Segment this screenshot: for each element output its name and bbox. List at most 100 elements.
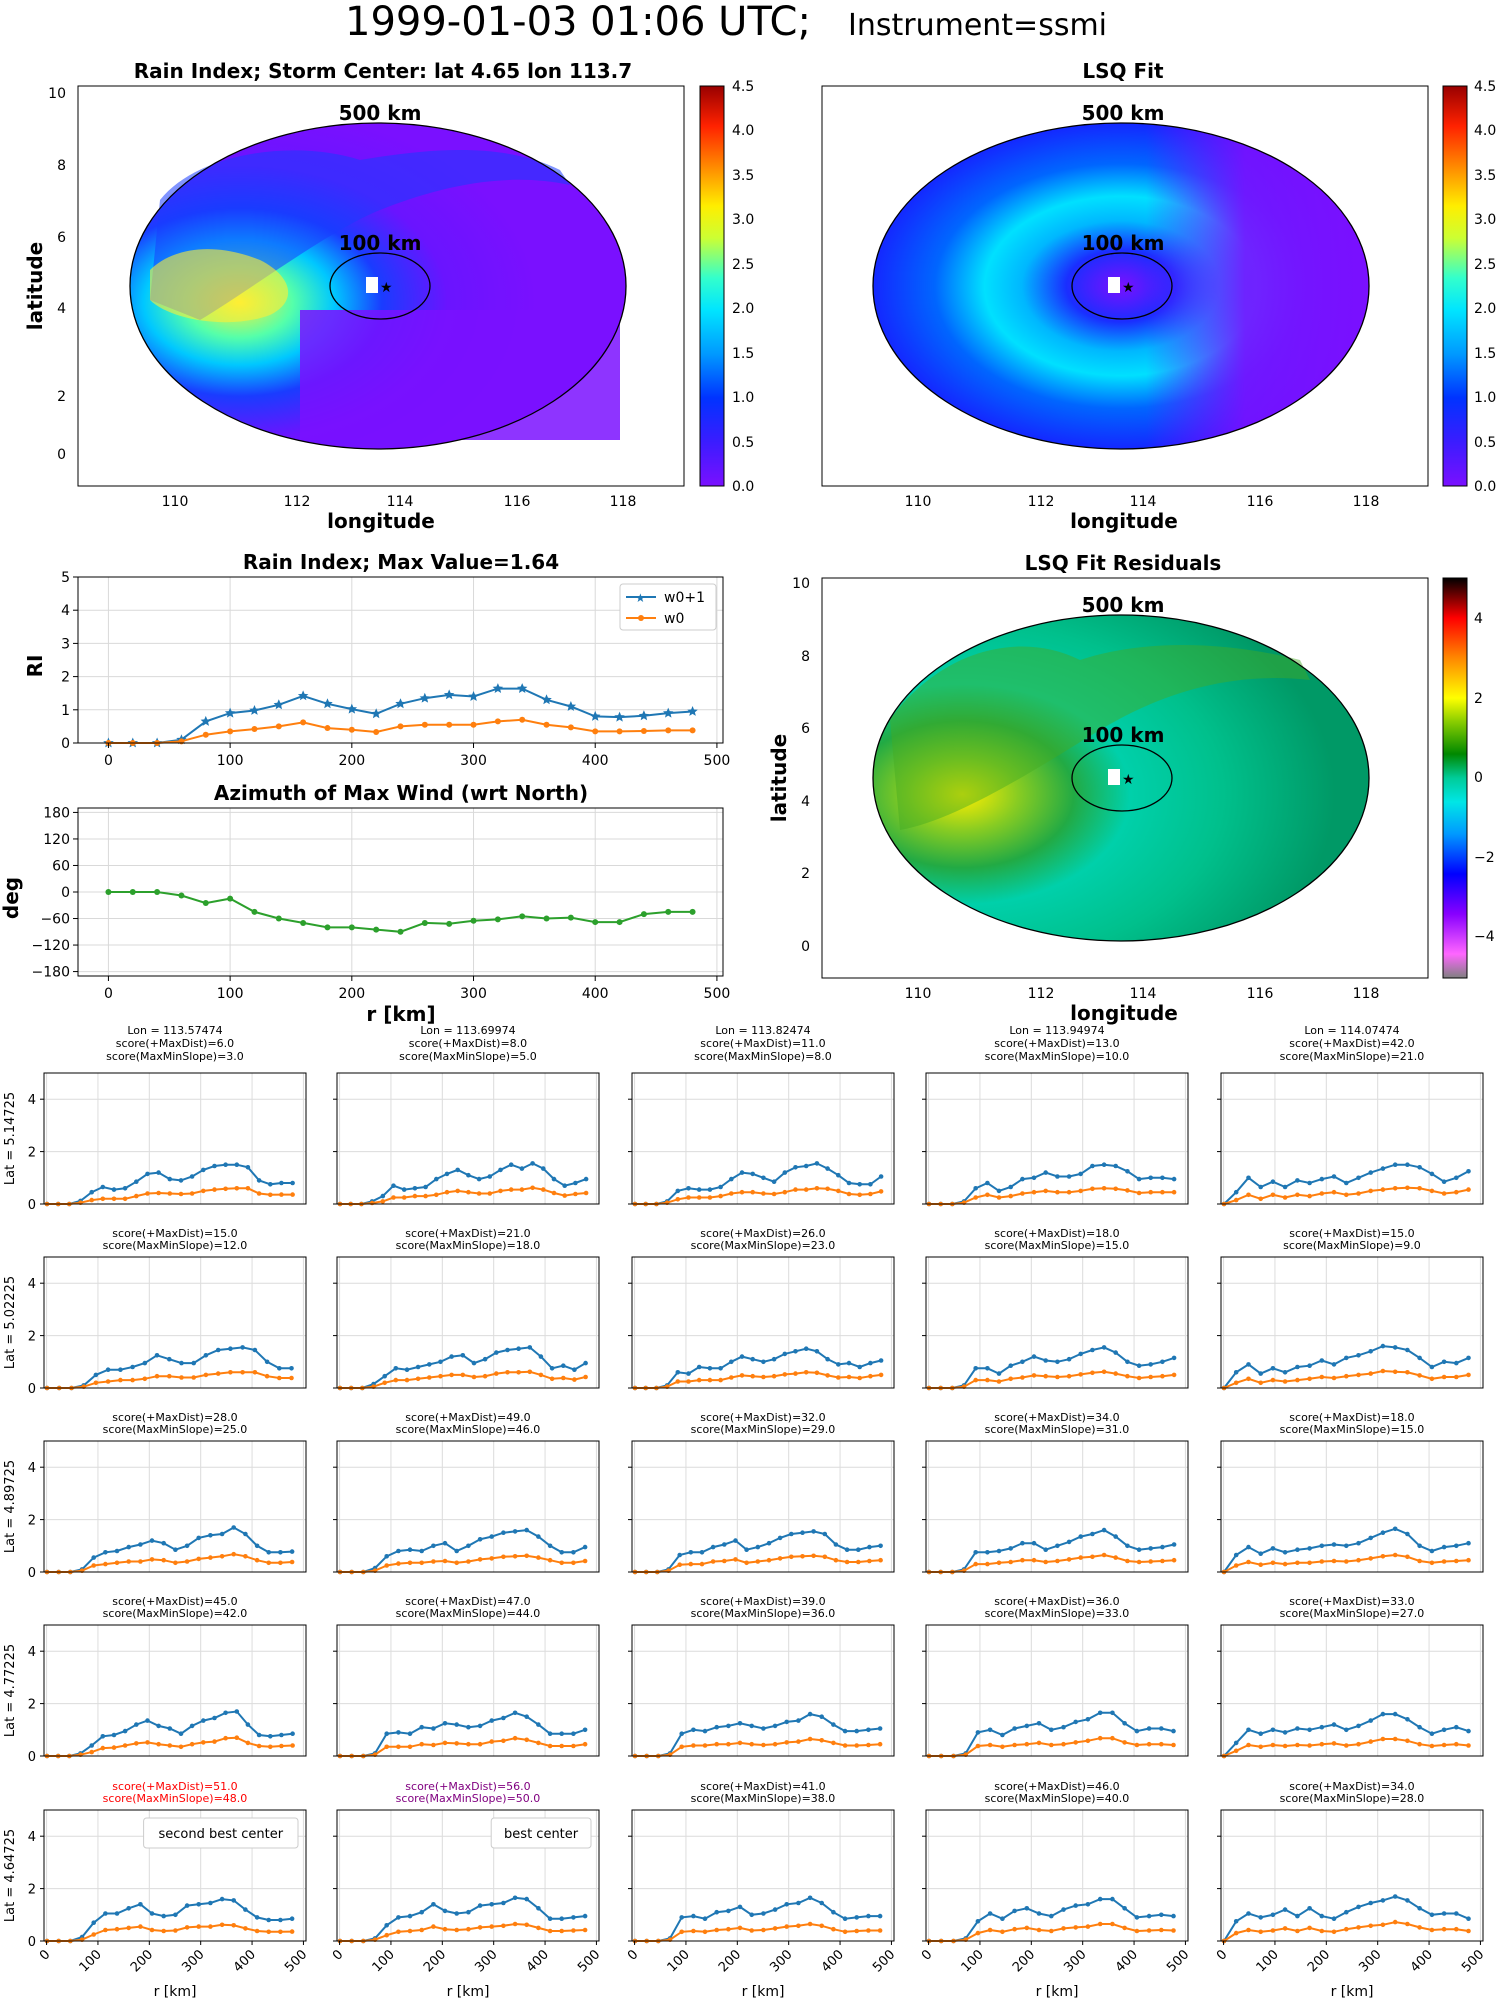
x-tick-label: 500 bbox=[1459, 1947, 1487, 1975]
data-point bbox=[434, 1176, 439, 1182]
data-point bbox=[1171, 1557, 1177, 1563]
data-point bbox=[796, 1718, 801, 1723]
data-point bbox=[208, 1924, 213, 1929]
data-point-star bbox=[614, 711, 625, 722]
data-point bbox=[1270, 1912, 1276, 1918]
data-point bbox=[707, 1187, 713, 1192]
data-point bbox=[407, 1928, 413, 1934]
az-grid bbox=[78, 808, 723, 976]
data-point bbox=[710, 1559, 716, 1564]
data-point bbox=[396, 1929, 401, 1935]
data-point bbox=[149, 1557, 155, 1562]
data-point bbox=[1171, 1189, 1177, 1195]
data-point bbox=[679, 1744, 684, 1750]
data-point bbox=[1441, 1179, 1447, 1184]
data-point bbox=[1368, 1739, 1373, 1744]
data-point bbox=[1160, 1189, 1165, 1195]
x-tick-label: 300 bbox=[767, 1947, 795, 1975]
data-point bbox=[1122, 1721, 1127, 1726]
figure-title-instrument: Instrument=ssmi bbox=[848, 8, 1107, 43]
data-point bbox=[846, 1374, 852, 1380]
data-point bbox=[494, 1350, 499, 1355]
data-point bbox=[527, 1369, 533, 1375]
data-point bbox=[179, 1360, 184, 1366]
data-point bbox=[129, 889, 136, 895]
data-point bbox=[178, 1744, 184, 1750]
data-point bbox=[154, 1353, 160, 1358]
data-point bbox=[1331, 1362, 1337, 1367]
data-point bbox=[156, 1723, 161, 1729]
data-point bbox=[710, 1544, 716, 1550]
data-point bbox=[819, 1738, 824, 1743]
data-point bbox=[189, 1174, 195, 1179]
lsq-outer-ring-label: 500 km bbox=[1082, 101, 1165, 125]
data-point bbox=[1270, 1560, 1276, 1566]
data-point bbox=[1136, 1176, 1142, 1182]
data-point bbox=[1000, 1744, 1005, 1750]
data-point bbox=[138, 1542, 143, 1547]
data-point bbox=[1101, 1552, 1107, 1558]
data-point bbox=[549, 1366, 555, 1371]
data-point bbox=[1405, 1921, 1410, 1927]
data-point bbox=[987, 1927, 993, 1933]
data-point bbox=[173, 1912, 178, 1918]
data-point-star bbox=[468, 691, 479, 701]
panel-r4-c2: score(+MaxDist)=41.0score(MaxMinSlope)=3… bbox=[625, 1780, 898, 2000]
x-tick-label: 0 bbox=[37, 1947, 53, 1963]
data-point bbox=[833, 1557, 839, 1563]
data-point bbox=[431, 1924, 436, 1929]
data-point bbox=[215, 1347, 221, 1353]
y-tick-label: 4 bbox=[28, 1830, 36, 1845]
data-point bbox=[89, 1743, 94, 1748]
data-point bbox=[679, 1929, 684, 1935]
data-point bbox=[877, 1726, 883, 1731]
data-point bbox=[477, 1723, 483, 1729]
data-point bbox=[831, 1926, 836, 1932]
data-point bbox=[431, 1559, 436, 1564]
data-point bbox=[1295, 1178, 1300, 1183]
data-point bbox=[1344, 1743, 1349, 1748]
x-tick-label: 400 bbox=[231, 1947, 259, 1975]
data-point bbox=[391, 1183, 396, 1188]
cbar-tick: 4 bbox=[1474, 611, 1483, 627]
data-point bbox=[1110, 1735, 1115, 1741]
data-point bbox=[524, 1527, 529, 1533]
data-point bbox=[1307, 1376, 1312, 1382]
series-w0p1 bbox=[340, 1896, 586, 1942]
resid-colorbar-ticks: −4 −2 0 2 4 bbox=[1474, 611, 1495, 945]
data-point bbox=[538, 1372, 544, 1378]
data-point bbox=[1405, 1738, 1410, 1744]
lat-tick: 4 bbox=[801, 794, 810, 810]
data-point bbox=[1356, 1557, 1361, 1563]
data-point bbox=[1061, 1926, 1066, 1931]
data-point bbox=[729, 1176, 734, 1182]
x-tick-label: 100 bbox=[959, 1947, 987, 1975]
data-point bbox=[1417, 1906, 1422, 1911]
cbar-tick: 2 bbox=[1474, 691, 1483, 707]
data-point bbox=[744, 1547, 749, 1552]
data-point bbox=[1441, 1359, 1447, 1365]
data-point bbox=[996, 1188, 1002, 1194]
data-point bbox=[454, 1927, 460, 1933]
data-point bbox=[985, 1366, 990, 1371]
data-point bbox=[996, 1371, 1002, 1376]
lon-tick: 118 bbox=[1353, 494, 1380, 510]
data-point bbox=[111, 1732, 117, 1738]
data-point bbox=[466, 1741, 471, 1747]
x-tick-label: 200 bbox=[338, 753, 365, 769]
data-point bbox=[800, 1530, 805, 1535]
y-tick-label: 2 bbox=[28, 1883, 36, 1898]
ri-ticks: 0 100 200 300 400 500 0 1 2 3 4 5 bbox=[61, 570, 730, 769]
rain-lower-clear bbox=[300, 310, 620, 440]
rain-index-plot: Rain Index; Max Value=1.64 RI 0 100 200 300… bbox=[23, 550, 730, 769]
ri-series bbox=[103, 683, 698, 748]
data-point bbox=[266, 1917, 272, 1923]
lsq-map-lon-ticks: 110 112 114 116 118 bbox=[905, 494, 1380, 510]
data-point bbox=[290, 1731, 295, 1736]
x-tick-label: 100 bbox=[217, 753, 244, 769]
data-point bbox=[686, 1379, 691, 1384]
data-point bbox=[996, 1379, 1002, 1384]
data-point bbox=[807, 1921, 813, 1927]
panel-score-maxdist: score(+MaxDist)=18.0 bbox=[1289, 1411, 1414, 1424]
y-tick-label: 3 bbox=[61, 636, 70, 652]
